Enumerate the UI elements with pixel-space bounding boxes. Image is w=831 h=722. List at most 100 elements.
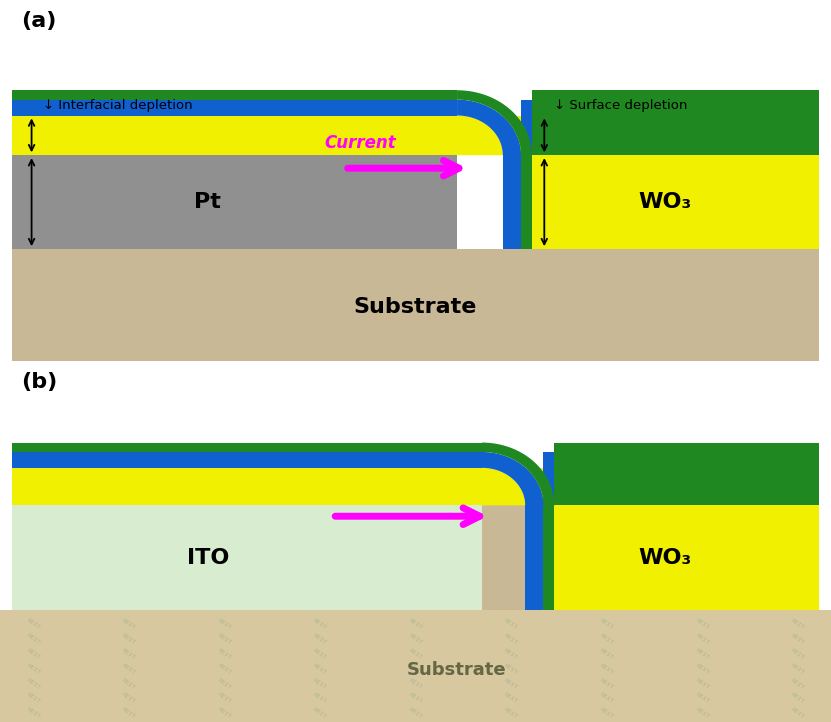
Text: KEIT: KEIT bbox=[121, 648, 136, 661]
Text: Pt: Pt bbox=[194, 192, 221, 212]
Polygon shape bbox=[12, 116, 457, 155]
Text: KEIT: KEIT bbox=[121, 677, 136, 690]
Polygon shape bbox=[12, 468, 482, 505]
Text: KEIT: KEIT bbox=[504, 663, 519, 675]
Text: KEIT: KEIT bbox=[26, 648, 41, 661]
Text: KEIT: KEIT bbox=[217, 692, 232, 705]
Text: KEIT: KEIT bbox=[121, 663, 136, 675]
Text: KEIT: KEIT bbox=[312, 707, 327, 720]
Polygon shape bbox=[457, 116, 503, 155]
Polygon shape bbox=[457, 90, 532, 155]
Text: KEIT: KEIT bbox=[504, 707, 519, 720]
Text: KEIT: KEIT bbox=[408, 707, 423, 720]
Text: KEIT: KEIT bbox=[599, 707, 614, 720]
Text: KEIT: KEIT bbox=[599, 633, 614, 645]
Polygon shape bbox=[503, 155, 819, 249]
Text: WO₃: WO₃ bbox=[638, 548, 691, 567]
Text: KEIT: KEIT bbox=[599, 692, 614, 705]
Text: KEIT: KEIT bbox=[26, 692, 41, 705]
Text: KEIT: KEIT bbox=[790, 618, 805, 631]
Text: KEIT: KEIT bbox=[26, 618, 41, 631]
Text: KEIT: KEIT bbox=[695, 618, 710, 631]
Text: KEIT: KEIT bbox=[312, 633, 327, 645]
Text: KEIT: KEIT bbox=[599, 618, 614, 631]
Text: KEIT: KEIT bbox=[599, 677, 614, 690]
Polygon shape bbox=[554, 443, 819, 505]
Text: KEIT: KEIT bbox=[790, 663, 805, 675]
Text: KEIT: KEIT bbox=[312, 677, 327, 690]
Text: KEIT: KEIT bbox=[790, 677, 805, 690]
Text: KEIT: KEIT bbox=[26, 707, 41, 720]
Text: KEIT: KEIT bbox=[121, 692, 136, 705]
Text: WO₃: WO₃ bbox=[638, 192, 691, 212]
Polygon shape bbox=[503, 116, 819, 155]
Text: KEIT: KEIT bbox=[408, 677, 423, 690]
Text: KEIT: KEIT bbox=[504, 618, 519, 631]
Text: KEIT: KEIT bbox=[217, 677, 232, 690]
Text: KEIT: KEIT bbox=[695, 663, 710, 675]
Text: KEIT: KEIT bbox=[695, 707, 710, 720]
Text: KEIT: KEIT bbox=[504, 692, 519, 705]
Polygon shape bbox=[525, 468, 819, 505]
Text: KEIT: KEIT bbox=[121, 707, 136, 720]
Polygon shape bbox=[12, 155, 457, 249]
Text: KEIT: KEIT bbox=[217, 633, 232, 645]
Polygon shape bbox=[12, 249, 819, 361]
Text: KEIT: KEIT bbox=[790, 692, 805, 705]
Text: KEIT: KEIT bbox=[599, 648, 614, 661]
Text: ↓ Surface depletion: ↓ Surface depletion bbox=[554, 99, 687, 112]
Text: KEIT: KEIT bbox=[312, 618, 327, 631]
Polygon shape bbox=[525, 505, 819, 610]
Text: KEIT: KEIT bbox=[790, 648, 805, 661]
Text: (a): (a) bbox=[21, 11, 57, 31]
Polygon shape bbox=[532, 90, 819, 155]
Polygon shape bbox=[482, 452, 543, 505]
Polygon shape bbox=[503, 155, 521, 249]
Text: KEIT: KEIT bbox=[408, 633, 423, 645]
Text: KEIT: KEIT bbox=[504, 633, 519, 645]
Text: KEIT: KEIT bbox=[217, 618, 232, 631]
Text: KEIT: KEIT bbox=[504, 677, 519, 690]
Text: KEIT: KEIT bbox=[217, 707, 232, 720]
Text: KEIT: KEIT bbox=[312, 663, 327, 675]
Polygon shape bbox=[12, 452, 482, 468]
Polygon shape bbox=[543, 505, 554, 610]
Text: Current: Current bbox=[324, 134, 396, 152]
Text: KEIT: KEIT bbox=[121, 618, 136, 631]
Text: (b): (b) bbox=[21, 372, 57, 392]
Text: ITO: ITO bbox=[187, 548, 229, 567]
Text: Substrate: Substrate bbox=[354, 297, 477, 317]
Text: KEIT: KEIT bbox=[121, 633, 136, 645]
Text: KEIT: KEIT bbox=[408, 618, 423, 631]
Polygon shape bbox=[521, 100, 819, 155]
Polygon shape bbox=[482, 468, 525, 505]
Text: KEIT: KEIT bbox=[408, 692, 423, 705]
Polygon shape bbox=[543, 452, 819, 505]
Text: KEIT: KEIT bbox=[217, 648, 232, 661]
Text: KEIT: KEIT bbox=[695, 633, 710, 645]
Text: KEIT: KEIT bbox=[695, 677, 710, 690]
Polygon shape bbox=[12, 90, 457, 100]
Text: KEIT: KEIT bbox=[26, 663, 41, 675]
Polygon shape bbox=[12, 100, 457, 116]
Polygon shape bbox=[457, 100, 521, 155]
Polygon shape bbox=[521, 155, 532, 249]
Text: KEIT: KEIT bbox=[504, 648, 519, 661]
Text: KEIT: KEIT bbox=[408, 663, 423, 675]
Polygon shape bbox=[525, 505, 543, 610]
Text: KEIT: KEIT bbox=[790, 633, 805, 645]
Polygon shape bbox=[12, 505, 482, 610]
Text: KEIT: KEIT bbox=[695, 692, 710, 705]
Text: KEIT: KEIT bbox=[312, 648, 327, 661]
Text: KEIT: KEIT bbox=[217, 663, 232, 675]
Text: KEIT: KEIT bbox=[26, 677, 41, 690]
Polygon shape bbox=[12, 505, 819, 610]
Text: Substrate: Substrate bbox=[407, 661, 507, 679]
Text: KEIT: KEIT bbox=[408, 648, 423, 661]
Polygon shape bbox=[12, 443, 482, 452]
Text: KEIT: KEIT bbox=[312, 692, 327, 705]
Text: ↓ Interfacial depletion: ↓ Interfacial depletion bbox=[43, 99, 193, 112]
Polygon shape bbox=[0, 610, 831, 722]
Text: KEIT: KEIT bbox=[695, 648, 710, 661]
Text: KEIT: KEIT bbox=[790, 707, 805, 720]
